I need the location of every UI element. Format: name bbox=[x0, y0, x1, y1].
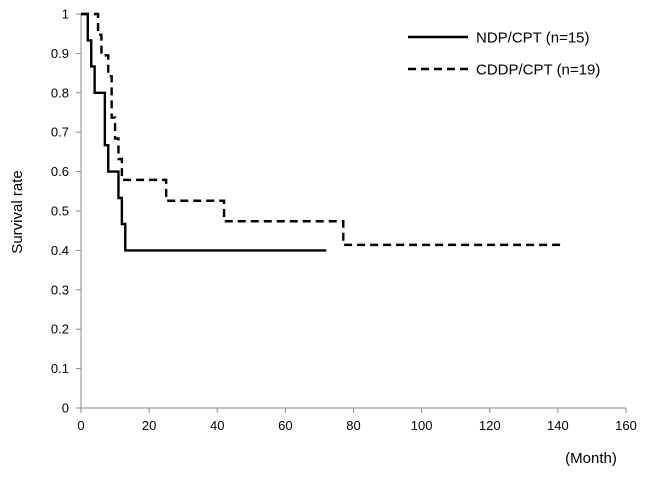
y-tick-label: 0.4 bbox=[51, 243, 69, 258]
y-tick-label: 0 bbox=[62, 401, 69, 416]
y-axis-title: Survival rate bbox=[9, 170, 26, 253]
y-tick-label: 0.5 bbox=[51, 204, 69, 219]
series-line-dashed bbox=[81, 12, 562, 247]
x-tick-label: 80 bbox=[346, 418, 360, 433]
y-tick-label: 1 bbox=[62, 7, 69, 22]
legend-label: CDDP/CPT (n=19) bbox=[476, 62, 600, 79]
y-tick-label: 0.1 bbox=[51, 361, 69, 376]
x-tick-label: 0 bbox=[77, 418, 84, 433]
x-axis-title: (Month) bbox=[565, 450, 617, 467]
x-tick-label: 160 bbox=[615, 418, 637, 433]
y-tick-label: 0.2 bbox=[51, 322, 69, 337]
x-tick-label: 40 bbox=[210, 418, 224, 433]
series-line-solid bbox=[81, 12, 327, 252]
x-tick-label: 120 bbox=[479, 418, 501, 433]
legend-label: NDP/CPT (n=15) bbox=[476, 30, 590, 47]
x-tick-label: 60 bbox=[278, 418, 292, 433]
y-tick-label: 0.6 bbox=[51, 164, 69, 179]
series-layer bbox=[81, 12, 562, 252]
x-tick-label: 100 bbox=[411, 418, 433, 433]
axes-layer: 0 0.1 0.2 0.3 0.4 0.5 0.6 0.7 0.8 0.9 1 0 20 40 60 80 10… bbox=[51, 7, 637, 434]
legend: NDP/CPT (n=15) CDDP/CPT (n=19) bbox=[408, 30, 600, 79]
y-tick-label: 0.9 bbox=[51, 46, 69, 61]
y-tick-label: 0.7 bbox=[51, 125, 69, 140]
y-tick-label: 0.3 bbox=[51, 282, 69, 297]
x-tick-label: 20 bbox=[142, 418, 156, 433]
x-tick-label: 140 bbox=[547, 418, 569, 433]
y-tick-label: 0.8 bbox=[51, 85, 69, 100]
